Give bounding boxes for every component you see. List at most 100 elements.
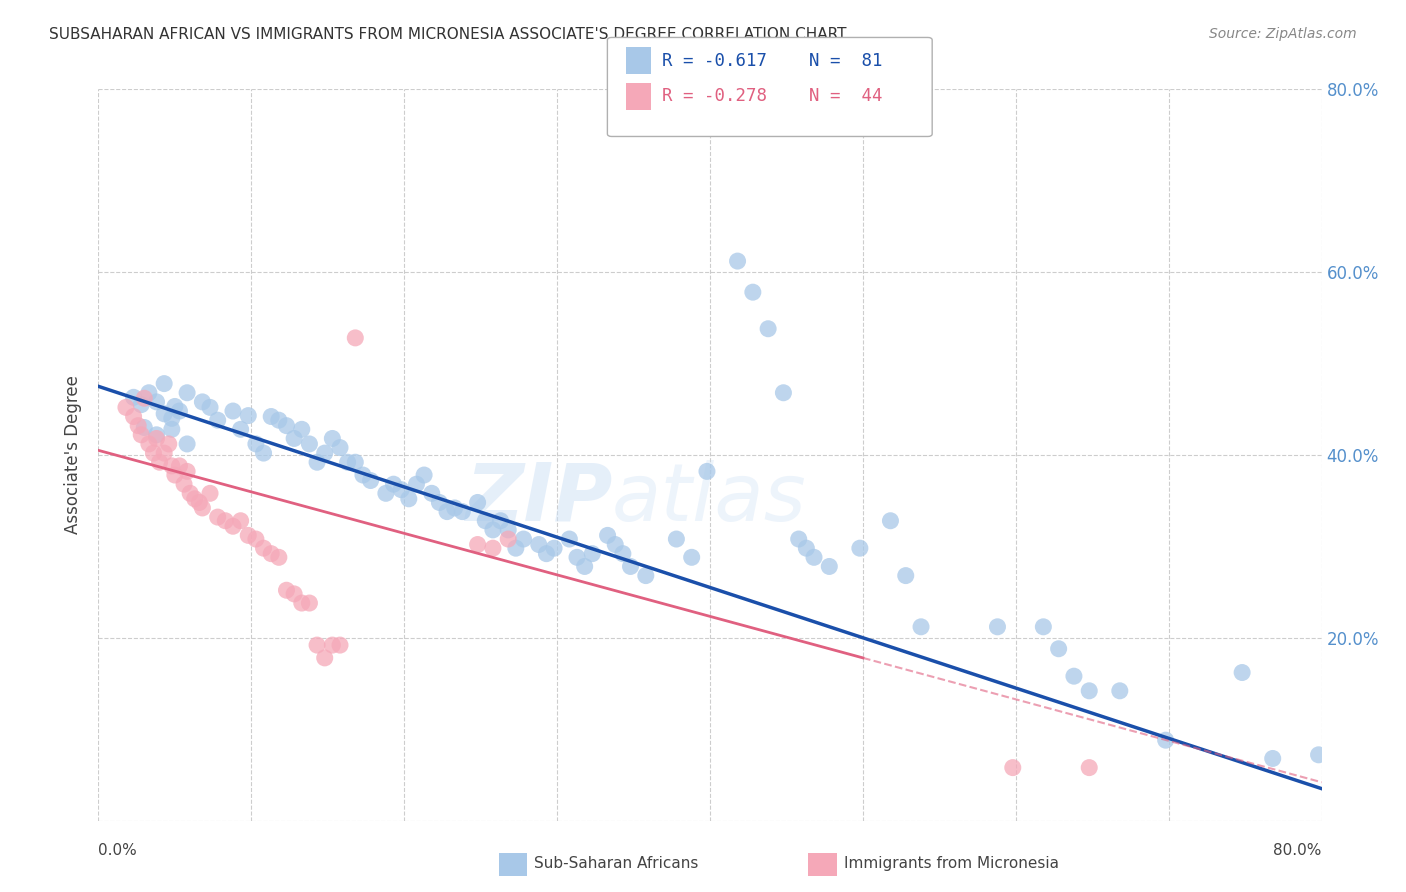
Point	[796, 541, 818, 556]
Point	[191, 395, 214, 409]
Point	[429, 495, 451, 509]
Point	[260, 409, 283, 424]
Point	[176, 464, 198, 478]
Point	[191, 500, 214, 515]
Point	[894, 568, 917, 582]
Point	[153, 376, 176, 391]
Point	[496, 532, 519, 546]
Point	[188, 495, 211, 509]
Point	[336, 455, 359, 469]
Point	[145, 427, 167, 442]
Point	[1308, 747, 1330, 762]
Point	[382, 477, 405, 491]
Point	[222, 404, 245, 418]
Point	[536, 547, 558, 561]
Point	[1063, 669, 1085, 683]
Point	[134, 420, 156, 434]
Point	[127, 418, 149, 433]
Point	[283, 587, 305, 601]
Text: Immigrants from Micronesia: Immigrants from Micronesia	[844, 856, 1059, 871]
Point	[879, 514, 901, 528]
Point	[229, 514, 252, 528]
Text: 80.0%: 80.0%	[1274, 843, 1322, 858]
Point	[1230, 665, 1253, 680]
Point	[321, 638, 343, 652]
Point	[283, 432, 305, 446]
Point	[163, 468, 186, 483]
Point	[229, 422, 252, 436]
Point	[1108, 683, 1130, 698]
Point	[787, 532, 810, 546]
Point	[360, 474, 382, 488]
Point	[163, 400, 186, 414]
Point	[1154, 733, 1177, 747]
Point	[565, 550, 588, 565]
Point	[149, 455, 172, 469]
Text: Sub-Saharan Africans: Sub-Saharan Africans	[534, 856, 699, 871]
Point	[405, 477, 427, 491]
Point	[527, 537, 550, 551]
Point	[489, 514, 512, 528]
Point	[160, 458, 183, 473]
Point	[321, 432, 343, 446]
Point	[307, 455, 329, 469]
Point	[1001, 761, 1024, 775]
Point	[207, 413, 229, 427]
Point	[169, 404, 191, 418]
Text: atlas: atlas	[612, 459, 807, 538]
Point	[467, 495, 489, 509]
Point	[574, 559, 596, 574]
Point	[238, 528, 260, 542]
Point	[467, 537, 489, 551]
Point	[451, 505, 474, 519]
Point	[160, 422, 183, 436]
Text: ZIP: ZIP	[465, 459, 612, 538]
Point	[314, 651, 336, 665]
Point	[1261, 751, 1284, 765]
Point	[238, 409, 260, 423]
Point	[756, 322, 779, 336]
Text: 0.0%: 0.0%	[98, 843, 138, 858]
Point	[398, 491, 420, 506]
Point	[681, 550, 703, 565]
Point	[145, 432, 167, 446]
Point	[169, 458, 191, 473]
Point	[129, 427, 152, 442]
Point	[329, 638, 352, 652]
Point	[298, 437, 321, 451]
Point	[329, 441, 352, 455]
Point	[153, 446, 176, 460]
Point	[818, 559, 841, 574]
Point	[344, 455, 367, 469]
Point	[696, 464, 718, 478]
Point	[245, 437, 267, 451]
Point	[512, 532, 534, 546]
Point	[145, 395, 167, 409]
Point	[849, 541, 872, 556]
Point	[436, 505, 458, 519]
Text: Source: ZipAtlas.com: Source: ZipAtlas.com	[1209, 27, 1357, 41]
Point	[1047, 641, 1070, 656]
Point	[307, 638, 329, 652]
Point	[115, 401, 138, 415]
Point	[291, 422, 314, 436]
Point	[605, 537, 627, 551]
Point	[482, 523, 505, 537]
Point	[496, 523, 519, 537]
Point	[596, 528, 619, 542]
Point	[173, 477, 195, 491]
Point	[558, 532, 581, 546]
Point	[374, 486, 396, 500]
Point	[214, 514, 236, 528]
Point	[207, 510, 229, 524]
Point	[344, 331, 367, 345]
Point	[474, 514, 496, 528]
Point	[741, 285, 763, 300]
Point	[122, 409, 145, 424]
Point	[291, 596, 314, 610]
Point	[314, 446, 336, 460]
Point	[267, 550, 290, 565]
Point	[142, 446, 165, 460]
Point	[772, 385, 794, 400]
Point	[986, 620, 1008, 634]
